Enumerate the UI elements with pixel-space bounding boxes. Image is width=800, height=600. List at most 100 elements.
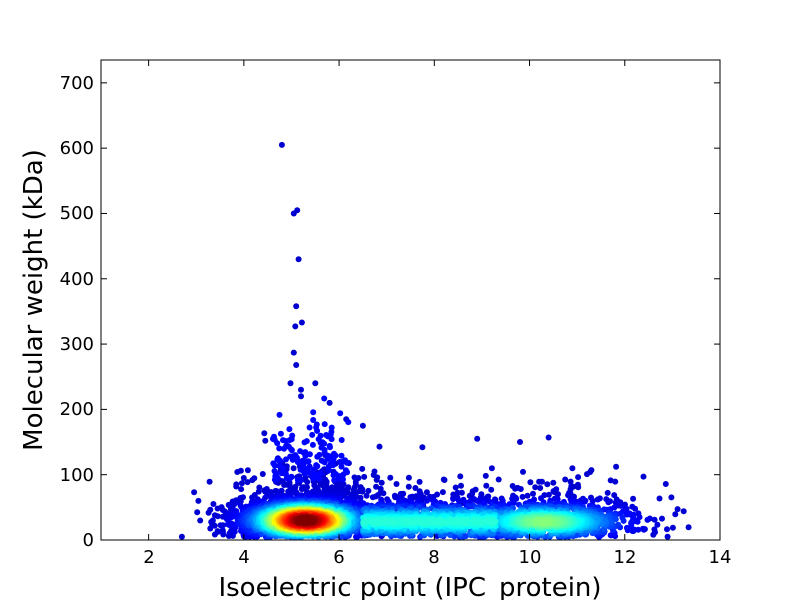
- data-point: [524, 492, 531, 499]
- data-point: [550, 479, 557, 486]
- data-point: [244, 479, 251, 486]
- data-point: [338, 437, 345, 443]
- data-point: [277, 430, 284, 437]
- data-point: [441, 477, 448, 483]
- data-point: [287, 380, 294, 387]
- data-point: [359, 422, 366, 429]
- data-point: [391, 519, 398, 526]
- data-point: [244, 467, 251, 474]
- data-point: [457, 473, 464, 480]
- data-point: [527, 519, 534, 526]
- data-point: [472, 518, 479, 524]
- data-point: [452, 484, 459, 491]
- data-point: [331, 477, 338, 484]
- data-point: [292, 452, 299, 459]
- data-point: [474, 435, 481, 442]
- plot-frame: [100, 59, 721, 541]
- data-point: [604, 489, 611, 496]
- data-point: [330, 472, 337, 479]
- data-point: [478, 518, 485, 525]
- data-point: [461, 518, 467, 525]
- data-point: [367, 518, 374, 525]
- data-point: [575, 474, 582, 481]
- x-tick-label: 10: [519, 547, 542, 568]
- data-point: [620, 517, 627, 524]
- data-point: [209, 518, 216, 525]
- data-point: [584, 471, 590, 478]
- data-point: [391, 492, 398, 499]
- data-point: [373, 483, 380, 490]
- data-point: [458, 489, 465, 496]
- data-point: [520, 468, 526, 475]
- data-point: [651, 516, 658, 523]
- data-point: [654, 521, 661, 528]
- data-point: [249, 477, 256, 484]
- data-point: [298, 386, 304, 393]
- data-point: [537, 485, 544, 491]
- axis-ticks: [101, 60, 721, 541]
- data-point: [630, 495, 637, 502]
- data-point: [313, 421, 320, 428]
- data-point: [455, 497, 462, 504]
- data-point: [326, 399, 333, 406]
- data-point: [418, 519, 425, 525]
- data-point: [328, 436, 335, 443]
- data-point: [659, 515, 665, 522]
- data-point: [325, 467, 332, 474]
- data-point: [451, 518, 458, 525]
- x-tick-label: 8: [428, 547, 439, 568]
- data-point: [332, 452, 339, 459]
- data-point: [380, 490, 387, 497]
- data-point: [305, 464, 312, 471]
- data-point: [530, 490, 536, 497]
- data-point: [382, 518, 389, 525]
- data-point: [544, 481, 551, 488]
- data-point: [292, 323, 299, 330]
- data-point: [387, 474, 394, 481]
- data-point: [271, 433, 277, 440]
- data-point: [340, 471, 347, 478]
- data-point: [628, 519, 635, 526]
- data-point: [668, 494, 675, 501]
- data-point: [337, 410, 344, 417]
- data-point: [238, 486, 245, 493]
- data-point: [532, 484, 539, 491]
- data-point: [309, 441, 316, 448]
- data-point: [295, 256, 302, 263]
- data-point: [338, 459, 345, 466]
- data-point: [327, 444, 333, 451]
- data-point: [562, 476, 569, 483]
- data-point: [662, 481, 669, 487]
- data-point: [297, 466, 304, 473]
- data-point: [205, 509, 212, 516]
- data-point: [297, 477, 304, 484]
- data-point: [623, 524, 630, 531]
- x-tick-label: 6: [333, 547, 344, 568]
- data-point: [214, 528, 221, 535]
- data-point: [458, 482, 464, 489]
- data-point: [569, 465, 576, 472]
- data-point: [545, 491, 552, 498]
- data-point: [298, 393, 304, 400]
- data-point: [286, 426, 293, 433]
- data-point: [303, 517, 309, 524]
- data-point: [488, 465, 495, 472]
- data-point: [278, 470, 285, 477]
- y-tick-label: 100: [60, 465, 94, 486]
- data-point: [519, 493, 526, 500]
- data-point: [298, 486, 305, 493]
- data-point: [305, 458, 312, 465]
- data-point: [234, 469, 241, 475]
- data-point: [288, 447, 295, 454]
- data-point: [328, 424, 335, 431]
- data-point: [581, 498, 588, 505]
- y-tick-label: 400: [60, 269, 94, 290]
- data-point: [669, 524, 676, 531]
- y-tick-label: 300: [60, 334, 94, 355]
- data-point: [288, 473, 295, 480]
- data-point: [220, 522, 227, 529]
- data-point: [306, 424, 313, 431]
- data-point: [287, 453, 294, 460]
- data-point: [369, 494, 376, 501]
- data-point: [283, 456, 289, 463]
